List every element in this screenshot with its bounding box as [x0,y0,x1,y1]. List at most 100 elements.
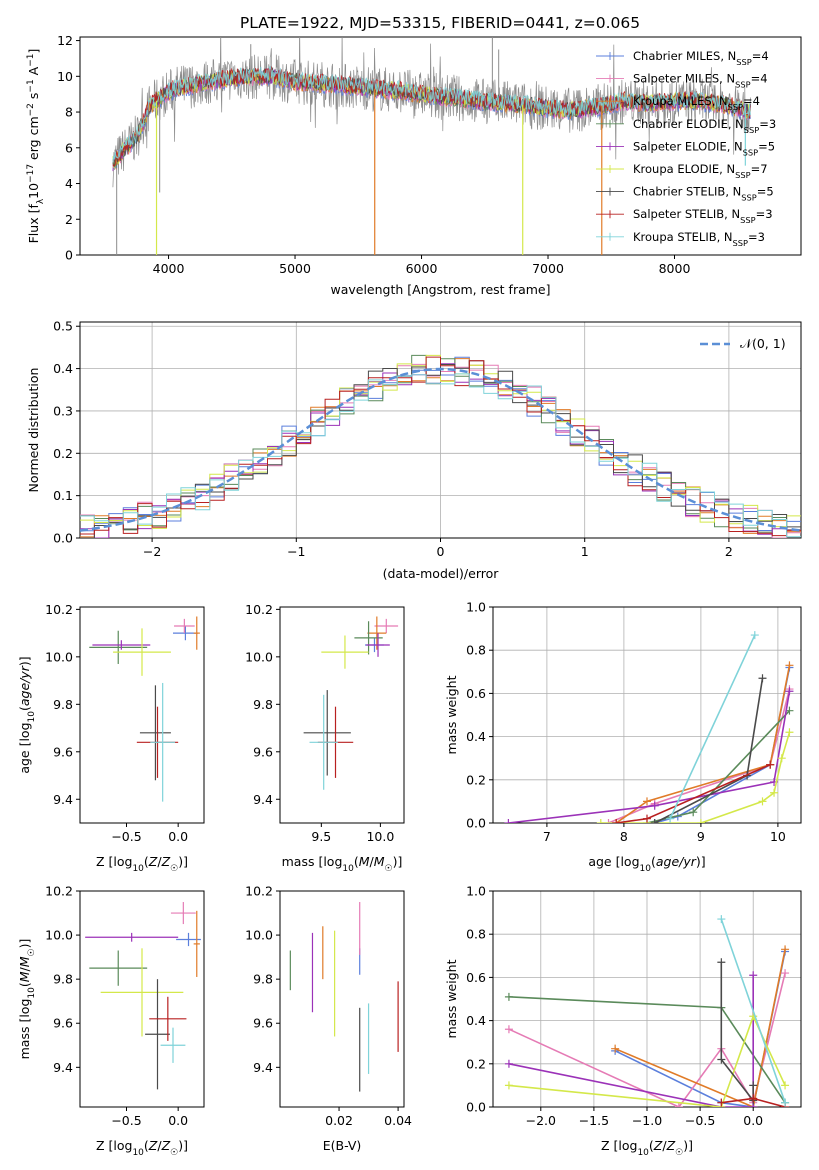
mass-weight-point [650,801,659,810]
legend-label: 𝒩(0, 1) [740,336,786,351]
age_vs_mass-x-axis-label: mass [log10(M/M☉)] [282,854,403,874]
mass-weight-point [717,1055,726,1064]
y-tick-label: 2 [65,212,73,227]
mass-weight-point [689,808,698,817]
x-tick-label: 7000 [532,261,564,276]
legend-label: Kroupa MILES, NSSP=4 [633,94,760,112]
massweight_vs_Z-axes: −2.0 −1.5 −1.0 −0.5 0.0 0.0 0.2 0.4 0.6 0.8 1.0 [466,884,802,1128]
y-tick-label: 9.8 [53,697,73,712]
x-tick-label: −0.5 [685,1113,715,1128]
x-tick-label: 1 [581,544,589,559]
histogram-series [80,373,801,538]
x-tick-label: −1 [287,544,305,559]
mass-weight-point [674,1103,683,1107]
mass_vs_ebv-points [289,902,399,1092]
histogram-x-axis-label: (data-model)/error [383,566,500,581]
y-tick-label: 12 [57,33,73,48]
x-tick-label: 4000 [153,261,185,276]
mass_vs_ebv-x-axis-label: E(B-V) [323,1138,362,1153]
mass-weight-point [504,1081,513,1090]
plot-frame [279,606,405,824]
y-tick-label: 0.6 [466,970,486,985]
mass-weight-point [666,814,675,823]
age_vs_Z-points [89,616,200,802]
mass-weight-point [696,819,705,823]
mass-weight-point [758,797,767,806]
y-tick-label: 0.0 [466,1100,486,1115]
y-tick-label: 9.4 [253,1060,273,1075]
y-tick-label: 0.5 [53,319,73,334]
y-tick-label: 9.4 [53,1060,73,1075]
mass-weight-point [504,819,513,823]
mass-weight-point [717,915,726,924]
age_vs_Z-y-axis-label: age [log10(age/yr)] [17,656,37,773]
y-tick-label: 0.6 [466,686,486,701]
x-tick-label: 0.04 [384,1113,412,1128]
age_vs_mass-axes: 9.5 10.0 9.4 9.6 9.8 10.0 10.2 [245,602,405,844]
mass_vs_ebv-axes: 0.02 0.04 9.4 9.6 9.8 10.0 10.2 [245,884,412,1129]
y-tick-label: 0.0 [466,816,486,831]
y-tick-label: 0.2 [466,772,486,787]
figure-title: PLATE=1922, MJD=53315, FIBERID=0441, z=0… [240,14,640,32]
massweight_vs_age-series [504,631,794,823]
x-tick-label: −1.0 [632,1113,662,1128]
mass-weight-line [720,962,754,1103]
mass-weight-point [643,797,651,806]
spectrum-axes: 4000 5000 6000 7000 8000 0 2 4 6 8 10 12 [57,33,802,276]
mass_vs_Z-x-axis-label: Z [log10(Z/Z☉)] [96,1138,188,1158]
legend-label: Salpeter STELIB, NSSP=3 [633,207,773,225]
x-tick-label: 0.0 [743,1113,763,1128]
y-tick-label: 0.4 [466,729,486,744]
spectrum-x-axis-label: wavelength [Angstrom, rest frame] [330,282,550,297]
y-tick-label: 0.3 [53,403,73,418]
y-tick-label: 4 [65,176,73,191]
y-tick-label: 10.2 [45,602,73,617]
y-tick-label: 10.0 [245,649,273,664]
model-spectrum-line [112,68,751,169]
x-tick-label: 10.0 [366,829,394,844]
mass-weight-point [717,958,726,967]
x-tick-label: 0 [437,544,445,559]
mass-weight-point [604,819,613,823]
x-tick-label: 7 [543,829,551,844]
x-tick-label: 0.0 [168,829,188,844]
normal-curve [80,367,801,532]
y-tick-label: 0.1 [53,488,73,503]
spectrum-y-axis-label: Flux [fλ10−17 erg cm−2 s−1 A−1] [26,49,46,244]
massweight_vs_Z-y-axis-label: mass weight [444,959,459,1038]
histogram-y-axis-label: Normed distribution [26,368,41,493]
plot-frame [279,890,405,1108]
y-tick-label: 10.2 [45,884,73,899]
y-tick-label: 9.8 [253,972,273,987]
massweight_vs_age-x-axis-label: age [log10(age/yr)] [588,854,705,874]
x-tick-label: 8000 [659,261,691,276]
mass-weight-point [717,1098,726,1107]
plot-frame [79,606,205,824]
legend-label: Salpeter ELODIE, NSSP=5 [633,139,775,157]
mass-weight-line [600,732,791,823]
age_vs_Z-x-axis-label: Z [log10(Z/Z☉)] [96,854,188,874]
mass-weight-point [781,945,790,954]
mass-weight-point [749,1081,758,1090]
mass-weight-point [612,819,621,823]
x-tick-label: −0.5 [111,1113,141,1128]
y-tick-label: 1.0 [466,884,486,899]
mass-weight-point [785,661,794,670]
y-tick-label: 9.4 [53,792,73,807]
legend-label: Kroupa STELIB, NSSP=3 [633,230,765,248]
y-tick-label: 0.8 [466,927,486,942]
mass-weight-line [615,665,791,823]
x-tick-label: 8 [620,829,628,844]
y-tick-label: 10.0 [45,928,73,943]
y-tick-label: 0.2 [466,1056,486,1071]
spectrum-lines [112,37,751,255]
model-spectrum-line [112,65,751,163]
massweight_vs_Z-series [504,915,790,1107]
x-tick-label: 9.5 [311,829,331,844]
massweight_vs_Z-x-axis-label: Z [log10(Z/Z☉)] [601,1138,693,1158]
mass-weight-point [781,1098,790,1107]
legend-label: Chabrier STELIB, NSSP=5 [633,185,774,203]
mass-weight-point [785,687,794,696]
